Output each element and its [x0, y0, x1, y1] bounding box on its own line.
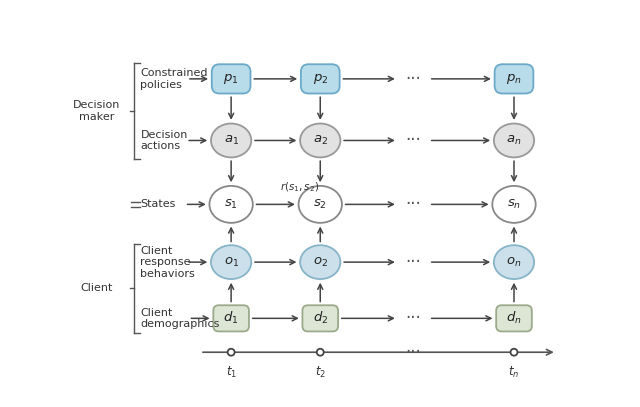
- FancyBboxPatch shape: [212, 64, 250, 94]
- Text: $s_{2}$: $s_{2}$: [314, 198, 327, 211]
- FancyBboxPatch shape: [213, 305, 249, 331]
- Ellipse shape: [492, 186, 536, 223]
- Text: $p_{1}$: $p_{1}$: [223, 72, 239, 86]
- Text: Client
demographics: Client demographics: [140, 308, 220, 329]
- Circle shape: [317, 349, 324, 356]
- Text: $a_{1}$: $a_{1}$: [223, 134, 239, 147]
- Text: ···: ···: [405, 131, 421, 149]
- Text: $a_{n}$: $a_{n}$: [506, 134, 522, 147]
- Ellipse shape: [494, 124, 534, 158]
- Ellipse shape: [211, 245, 252, 279]
- Text: $s_{n}$: $s_{n}$: [507, 198, 521, 211]
- Text: Client: Client: [81, 283, 113, 293]
- Text: $d_{2}$: $d_{2}$: [312, 310, 328, 326]
- Text: Decision
maker: Decision maker: [74, 100, 121, 122]
- Circle shape: [511, 349, 518, 356]
- Text: ···: ···: [405, 195, 421, 213]
- Ellipse shape: [211, 124, 252, 158]
- Text: $p_{2}$: $p_{2}$: [312, 72, 328, 86]
- Text: ···: ···: [405, 253, 421, 271]
- Text: $t_{1}$: $t_{1}$: [225, 365, 237, 380]
- Text: $r(s_1,s_2)$: $r(s_1,s_2)$: [280, 180, 319, 194]
- FancyBboxPatch shape: [495, 64, 533, 94]
- Text: States: States: [140, 199, 176, 209]
- Text: $s_{1}$: $s_{1}$: [224, 198, 238, 211]
- Ellipse shape: [494, 245, 534, 279]
- Text: Constrained
policies: Constrained policies: [140, 68, 208, 90]
- Ellipse shape: [300, 124, 340, 158]
- FancyBboxPatch shape: [303, 305, 338, 331]
- Text: ···: ···: [405, 343, 421, 361]
- Circle shape: [228, 349, 235, 356]
- Text: $o_{n}$: $o_{n}$: [506, 256, 522, 269]
- Text: $t_{n}$: $t_{n}$: [508, 365, 520, 380]
- Text: $o_{2}$: $o_{2}$: [313, 256, 328, 269]
- Ellipse shape: [209, 186, 253, 223]
- Ellipse shape: [300, 245, 340, 279]
- Text: Decision
actions: Decision actions: [140, 130, 188, 151]
- Text: $t_{2}$: $t_{2}$: [315, 365, 326, 380]
- FancyBboxPatch shape: [496, 305, 532, 331]
- Text: Client
response
behaviors: Client response behaviors: [140, 245, 195, 279]
- Text: $p_{n}$: $p_{n}$: [506, 72, 522, 86]
- Text: ···: ···: [405, 309, 421, 327]
- Ellipse shape: [298, 186, 342, 223]
- Text: $o_{1}$: $o_{1}$: [223, 256, 239, 269]
- Text: $d_{1}$: $d_{1}$: [223, 310, 239, 326]
- Text: $a_{2}$: $a_{2}$: [313, 134, 328, 147]
- FancyBboxPatch shape: [301, 64, 340, 94]
- Text: ···: ···: [405, 70, 421, 88]
- Text: $d_{n}$: $d_{n}$: [506, 310, 522, 326]
